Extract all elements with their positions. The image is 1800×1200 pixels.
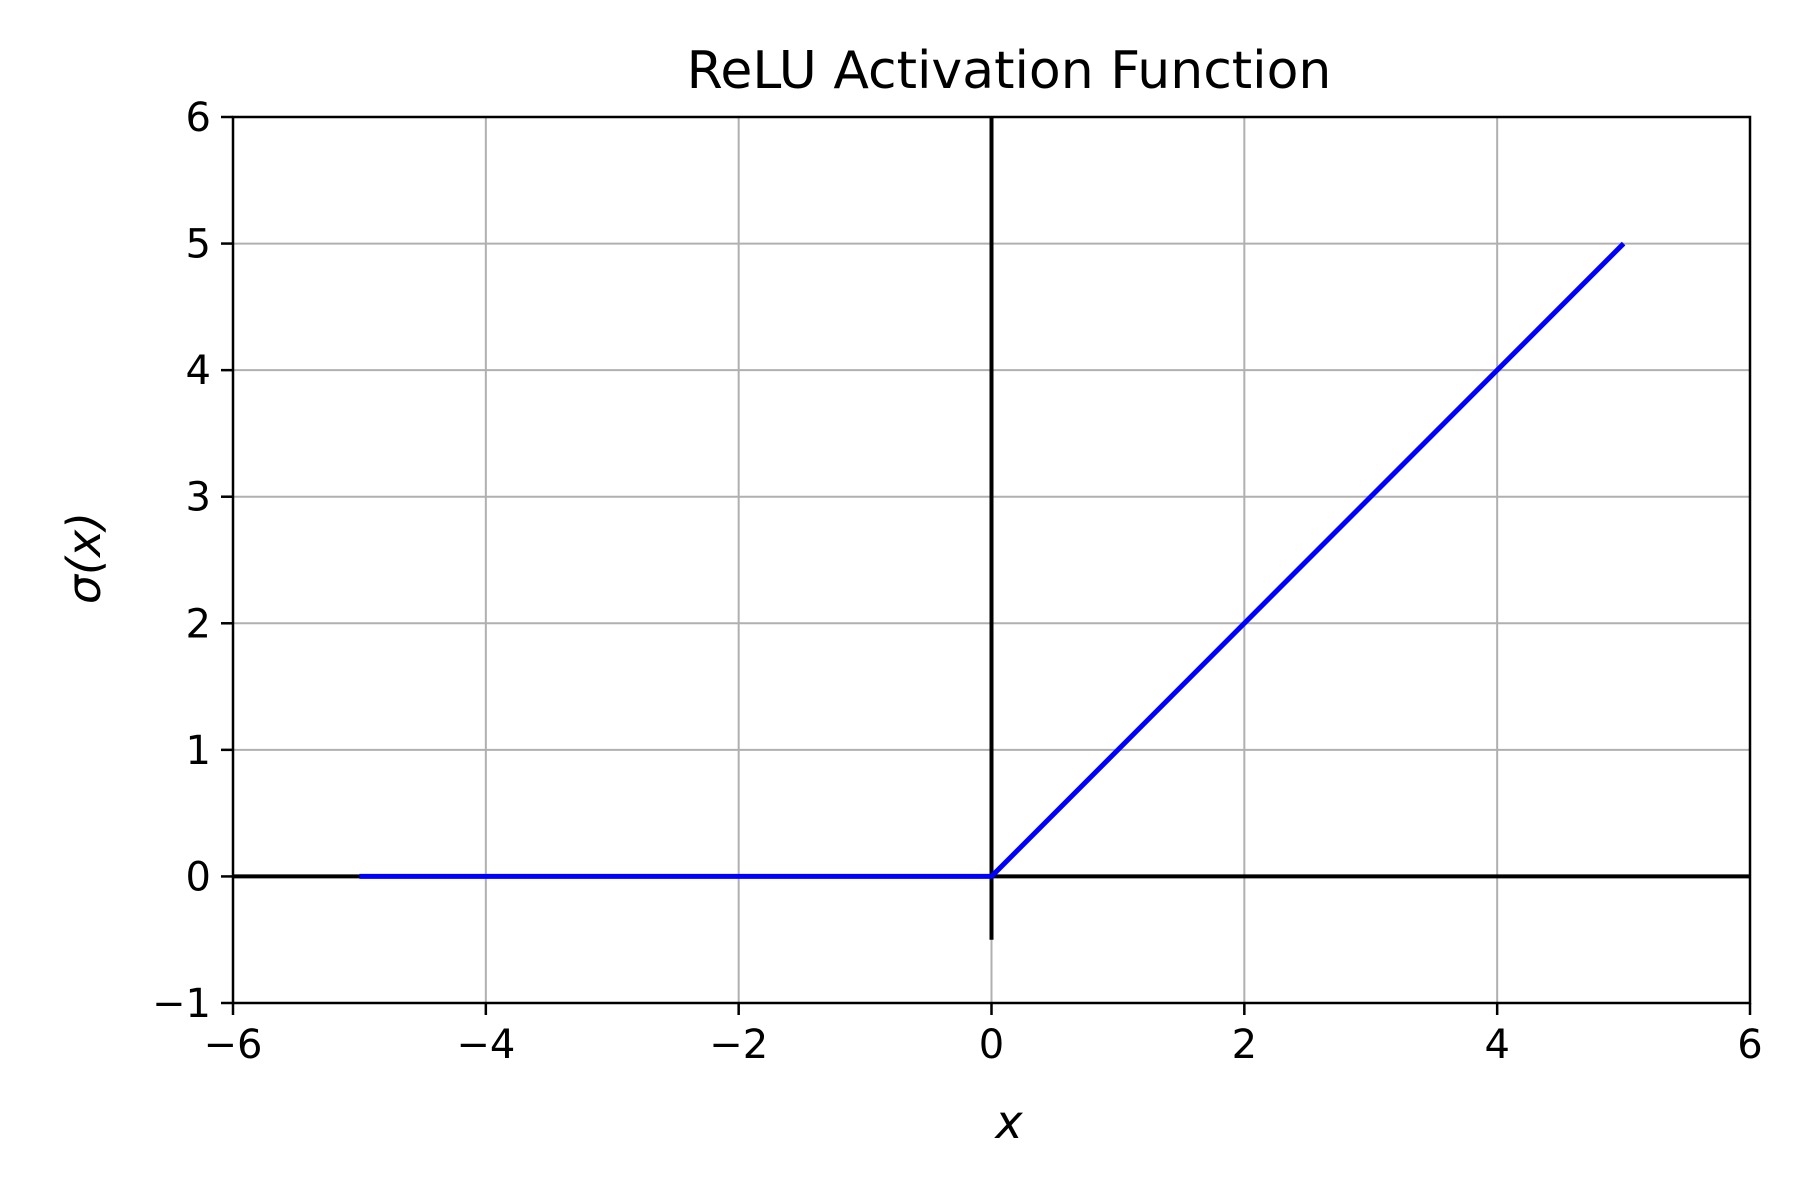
y-tick-label: 4 — [186, 348, 211, 394]
reference-lines — [233, 117, 1750, 940]
x-tick-label: 4 — [1484, 1022, 1509, 1068]
y-tick-label: 0 — [186, 854, 211, 900]
y-tick-label: 2 — [186, 601, 211, 647]
y-tick-label: 5 — [186, 222, 211, 268]
x-tick-label: 6 — [1737, 1022, 1762, 1068]
x-tick-label: 0 — [979, 1022, 1004, 1068]
y-tick-label: 3 — [186, 475, 211, 521]
y-ticks: −1 0 1 2 3 4 5 6 — [152, 95, 233, 1027]
x-axis-label: x — [993, 1095, 1023, 1149]
y-tick-label: 1 — [186, 728, 211, 774]
y-tick-label: −1 — [152, 981, 211, 1027]
x-tick-label: −4 — [456, 1022, 515, 1068]
x-ticks: −6 −4 −2 0 2 4 6 — [204, 1003, 1763, 1068]
chart-title: ReLU Activation Function — [687, 41, 1332, 101]
y-tick-label: 6 — [186, 95, 211, 141]
relu-line — [359, 241, 1626, 879]
x-tick-label: −2 — [709, 1022, 768, 1068]
x-tick-label: −6 — [204, 1022, 263, 1068]
series-group — [359, 241, 1626, 879]
y-axis-label: σ(x) — [57, 512, 111, 604]
x-tick-label: 2 — [1232, 1022, 1257, 1068]
